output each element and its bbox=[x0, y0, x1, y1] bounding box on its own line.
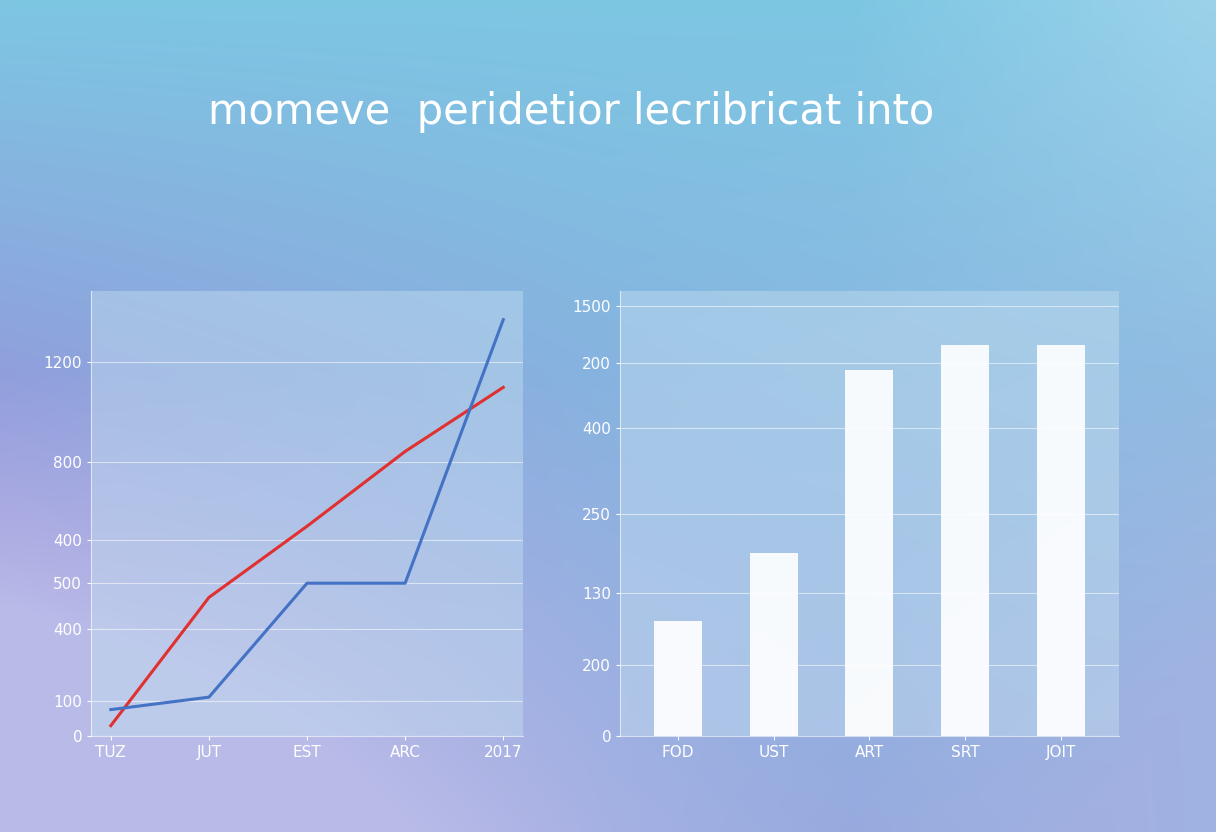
Bar bbox=[654, 622, 702, 736]
Text: momeve  peridetior lecribricat into: momeve peridetior lecribricat into bbox=[208, 92, 935, 133]
Bar bbox=[1037, 345, 1085, 736]
Bar bbox=[749, 553, 798, 736]
Bar bbox=[845, 370, 894, 736]
Bar bbox=[941, 345, 990, 736]
